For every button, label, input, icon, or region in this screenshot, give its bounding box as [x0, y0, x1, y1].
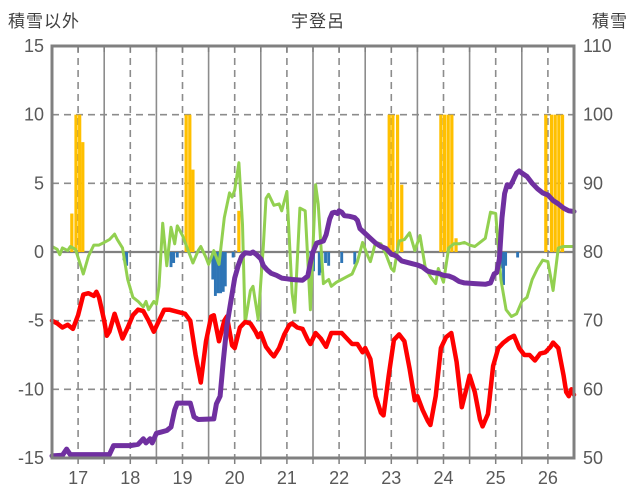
blue-bars: [317, 252, 321, 276]
blue-bars: [125, 252, 129, 266]
orange-bars: [560, 114, 565, 253]
blue-bars: [216, 252, 220, 294]
right-axis-tick-label: 80: [583, 242, 603, 262]
blue-bars: [219, 252, 223, 294]
orange-bars: [442, 114, 447, 253]
blue-bars: [340, 252, 344, 263]
right-axis-tick-label: 100: [583, 105, 613, 125]
red-line: [49, 289, 577, 429]
left-axis-tick-label: 0: [34, 242, 44, 262]
blue-bars: [211, 252, 215, 280]
orange-bars: [450, 114, 454, 253]
orange-bars: [237, 210, 241, 252]
orange-bars: [446, 114, 450, 253]
right-axis-tick-label: 60: [583, 379, 603, 399]
blue-bars: [221, 252, 225, 292]
orange-bars: [391, 114, 395, 253]
orange-bars: [184, 114, 188, 253]
orange-bars: [74, 114, 78, 253]
left-axis-tick-label: -10: [18, 379, 44, 399]
orange-bars: [188, 114, 192, 253]
x-axis-tick-label: 18: [120, 468, 140, 488]
x-axis-tick-label: 25: [486, 468, 506, 488]
blue-bars: [213, 252, 217, 296]
blue-bars: [175, 252, 179, 258]
x-axis-tick-label: 23: [381, 468, 401, 488]
x-axis-tick-label: 21: [277, 468, 297, 488]
orange-bars: [78, 114, 82, 253]
blue-bars: [353, 252, 357, 265]
left-axis-tick-label: 15: [24, 36, 44, 56]
x-axis-tick-label: 26: [538, 468, 558, 488]
right-axis-title: 積雪: [592, 12, 628, 31]
blue-bars: [169, 252, 173, 268]
blue-bars: [324, 252, 327, 263]
blue-bars: [172, 252, 176, 263]
chart-title: 宇登呂: [291, 12, 345, 31]
x-axis-tick-label: 19: [172, 468, 192, 488]
plot-border: [50, 44, 576, 460]
left-axis-tick-label: -15: [18, 448, 44, 468]
blue-bars: [504, 252, 508, 266]
orange-bars: [395, 114, 400, 253]
x-axis-tick-label: 20: [225, 468, 245, 488]
orange-bars: [400, 184, 404, 252]
left-axis-tick-label: -5: [28, 311, 44, 331]
right-axis-tick-label: 50: [583, 448, 603, 468]
left-axis-tick-label: 5: [34, 173, 44, 193]
blue-bars: [231, 252, 235, 258]
left-axis-tick-label: 10: [24, 105, 44, 125]
blue-bars: [327, 252, 331, 266]
x-axis-tick-label: 24: [433, 468, 453, 488]
green-line: [50, 161, 576, 325]
blue-bars: [516, 252, 520, 258]
orange-bars: [81, 142, 85, 252]
orange-bars: [387, 114, 391, 253]
purple-line: [49, 168, 577, 459]
right-axis-tick-label: 70: [583, 311, 603, 331]
orange-bars: [439, 114, 443, 253]
blue-bars: [502, 252, 505, 285]
orange-bars: [549, 114, 554, 253]
orange-bars: [70, 213, 74, 252]
x-axis-tick-label: 22: [329, 468, 349, 488]
orange-bars: [544, 114, 548, 253]
orange-bars: [191, 169, 195, 252]
x-axis-tick-label: 17: [68, 468, 88, 488]
right-axis-tick-label: 110: [583, 36, 612, 56]
orange-bars: [557, 114, 561, 253]
right-axis-tick-label: 90: [583, 173, 603, 193]
orange-bars: [553, 114, 557, 253]
left-axis-title: 積雪以外: [8, 12, 80, 31]
blue-bars: [223, 252, 227, 287]
